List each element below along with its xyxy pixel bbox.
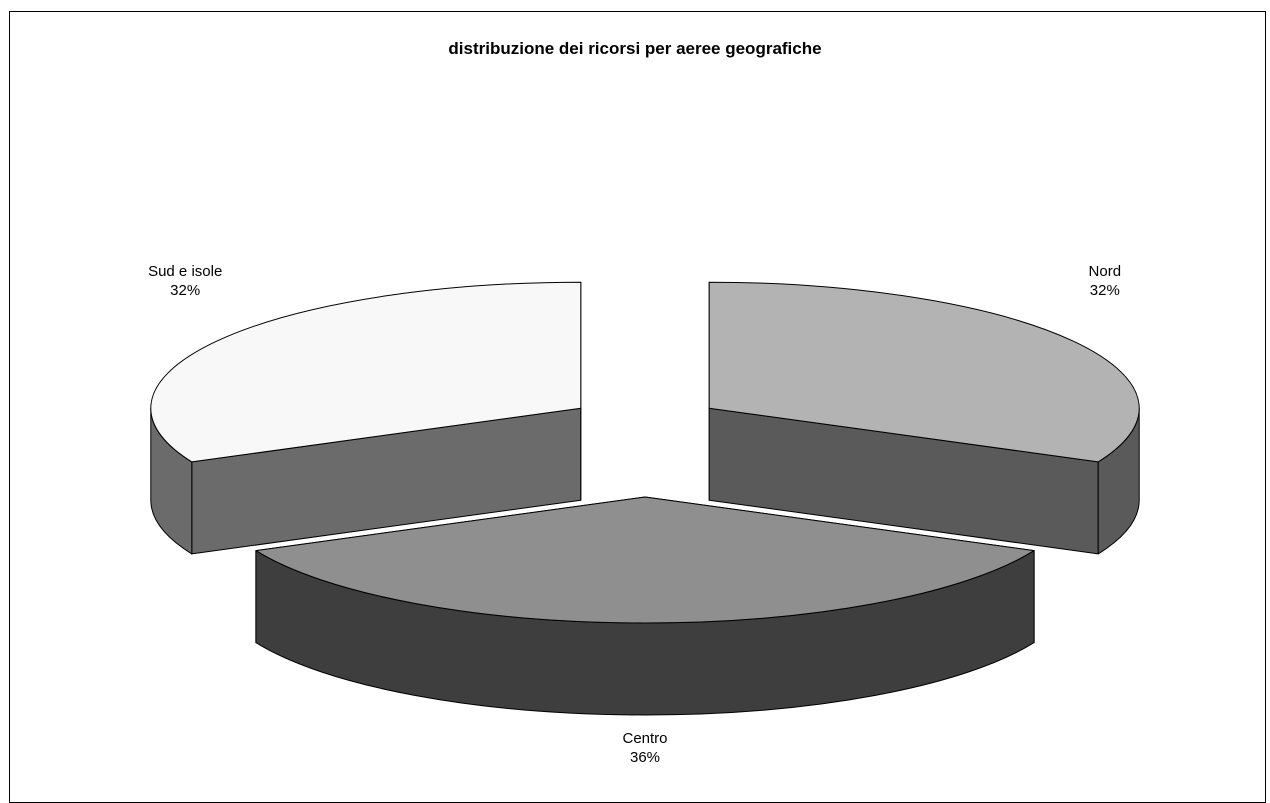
chart-title: distribuzione dei ricorsi per aeree geog… — [448, 39, 822, 58]
label-sud-e-isole-name: Sud e isole — [148, 263, 222, 280]
label-nord-name: Nord — [1089, 263, 1122, 280]
slice-nord-top — [708, 281, 1140, 463]
slice-centro-top — [255, 496, 1035, 624]
slice-sud-e-isole — [150, 281, 582, 555]
label-nord-pct: 32% — [1090, 282, 1120, 299]
label-sud-e-isole-pct: 32% — [170, 282, 200, 299]
slice-nord — [708, 281, 1140, 555]
label-centro-pct: 36% — [630, 749, 660, 766]
slice-sud-e-isole-top — [150, 281, 582, 463]
label-centro-name: Centro — [622, 730, 667, 747]
slice-centro — [255, 496, 1035, 716]
